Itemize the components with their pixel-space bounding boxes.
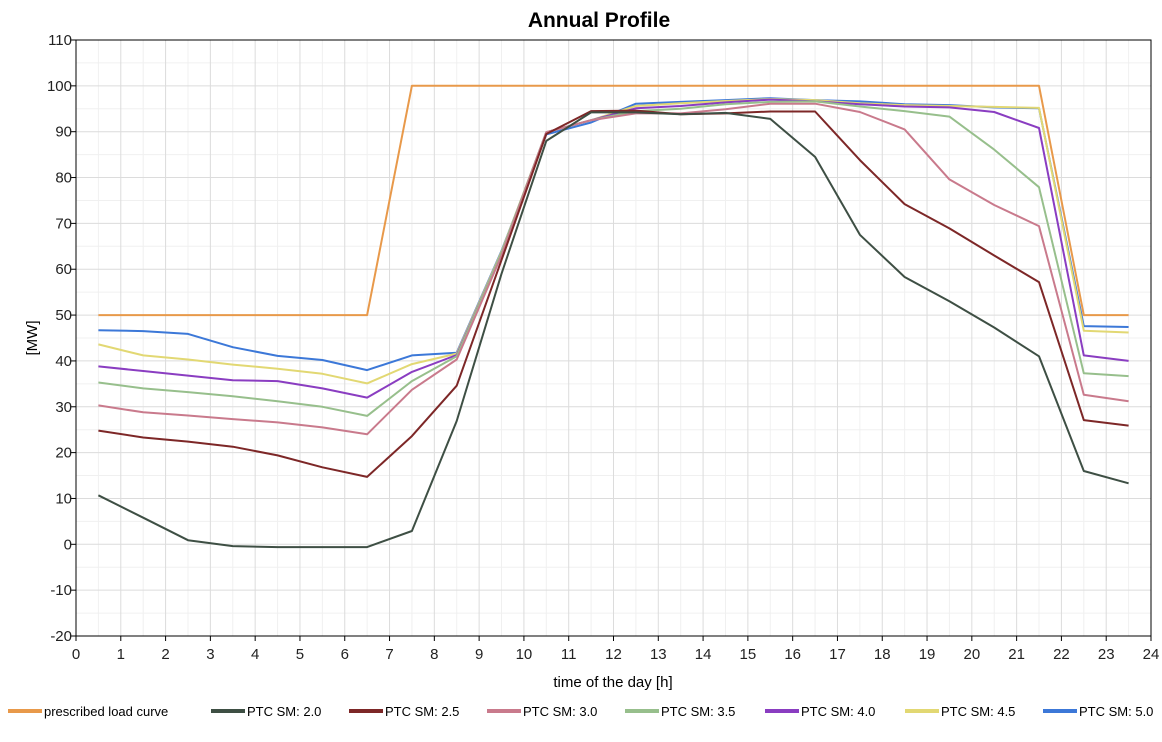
x-tick-label: 19: [919, 646, 936, 663]
x-tick-label: 17: [829, 646, 846, 663]
x-axis-label: time of the day [h]: [553, 674, 672, 691]
series-lines: [97, 84, 1129, 549]
y-tick-label: 90: [55, 124, 72, 141]
axis-ticks: 0 1 2 3 4 5 6 7 8 9 10 11 12 13 14 15 16 17 18 19 20 21 22 23 24…: [47, 32, 1159, 663]
y-axis-label: [MW]: [24, 321, 41, 356]
x-tick-label: 3: [206, 646, 214, 663]
legend: prescribed load curve PTC SM: 2.0 PTC SM: …: [8, 704, 1153, 719]
x-tick-label: 11: [561, 646, 577, 663]
x-tick-label: 8: [430, 646, 438, 663]
x-tick-label: 2: [161, 646, 169, 663]
x-tick-label: 22: [1053, 646, 1070, 663]
x-tick-label: 0: [72, 646, 80, 663]
x-tick-label: 1: [117, 646, 125, 663]
x-tick-label: 12: [605, 646, 622, 663]
x-tick-label: 5: [296, 646, 304, 663]
legend-label: prescribed load curve: [44, 704, 168, 719]
y-tick-label: -10: [50, 582, 72, 599]
x-tick-label: 10: [516, 646, 533, 663]
legend-label: PTC SM: 5.0: [1079, 704, 1153, 719]
x-tick-label: 13: [650, 646, 667, 663]
legend-label: PTC SM: 2.0: [247, 704, 321, 719]
x-tick-label: 9: [475, 646, 483, 663]
y-tick-label: 10: [55, 490, 72, 507]
x-tick-label: 6: [341, 646, 349, 663]
legend-label: PTC SM: 2.5: [385, 704, 459, 719]
x-tick-label: 14: [695, 646, 712, 663]
y-tick-label: 70: [55, 215, 72, 232]
x-tick-label: 21: [1008, 646, 1025, 663]
chart-title: Annual Profile: [528, 9, 670, 32]
x-tick-label: 18: [874, 646, 891, 663]
series-line-2: [98, 109, 1129, 478]
y-tick-label: 80: [55, 170, 72, 187]
y-tick-label: 100: [47, 78, 72, 95]
y-tick-label: 30: [55, 399, 72, 416]
series-line-5: [98, 98, 1129, 399]
series-line-4: [98, 100, 1129, 417]
legend-label: PTC SM: 3.0: [523, 704, 597, 719]
y-tick-label: -20: [50, 628, 72, 645]
y-tick-label: 0: [64, 536, 72, 553]
series-line-1: [97, 111, 1129, 549]
x-tick-label: 24: [1143, 646, 1160, 663]
legend-label: PTC SM: 4.5: [941, 704, 1015, 719]
y-tick-label: 20: [55, 445, 72, 462]
y-tick-label: 40: [55, 353, 72, 370]
y-tick-label: 50: [55, 307, 72, 324]
x-tick-label: 15: [740, 646, 757, 663]
y-tick-label: 60: [55, 261, 72, 278]
y-tick-label: 110: [48, 32, 72, 49]
x-tick-label: 23: [1098, 646, 1115, 663]
x-tick-label: 4: [251, 646, 259, 663]
series-line-3: [98, 102, 1129, 436]
x-tick-label: 7: [385, 646, 393, 663]
x-tick-label: 20: [963, 646, 980, 663]
series-line-0: [98, 84, 1129, 317]
legend-label: PTC SM: 3.5: [661, 704, 735, 719]
x-tick-label: 16: [784, 646, 801, 663]
legend-label: PTC SM: 4.0: [801, 704, 875, 719]
